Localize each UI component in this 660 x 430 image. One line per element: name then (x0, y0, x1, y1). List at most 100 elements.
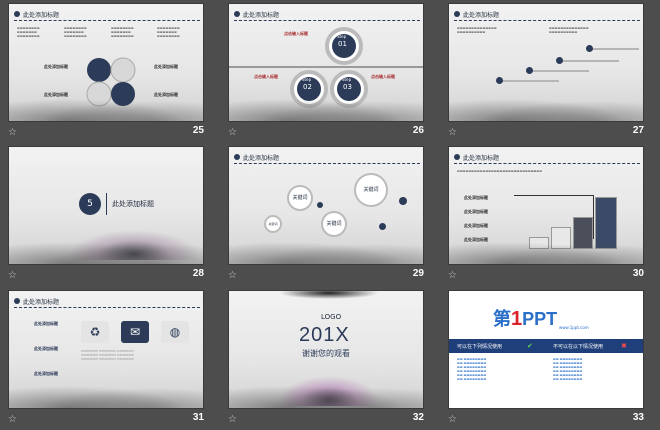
slide-26-step1-num: 01 (338, 40, 347, 48)
slide-27-step-dot-4 (496, 77, 503, 84)
slide-31-header: 此处添加标题 (14, 297, 200, 309)
slide-thumb-29[interactable]: 此处添加标题 关键词 关键词 关键词 关键词 ☆ 29 (220, 143, 432, 283)
slide-31-title: 此处添加标题 (23, 299, 60, 306)
slide-30-label-2: 此处添加标题 (464, 209, 488, 214)
slide-thumb-33[interactable]: 第1PPT www.1ppt.com 可以在下列情况使用 ✔ 不可以在以下情况使… (440, 287, 652, 427)
slide-28-number: 28 (192, 268, 204, 279)
slide-33-check-icon: ✔ (527, 342, 533, 350)
slide-32-ink-mist (229, 382, 423, 408)
slide-29-keyword-circle-4: 关键词 (264, 215, 282, 233)
slide-28-section-title: 此处添加标题 (112, 200, 154, 208)
slide-33-cross-icon: ✖ (621, 342, 627, 350)
slide-27-text-2: ▬▬▬▬▬▬▬▬▬▬▬▬▬▬ ▬▬▬▬▬▬▬▬▬▬ (549, 26, 589, 34)
slide-thumb-31[interactable]: 此处添加标题 此处添加标题 此处添加标题 此处添加标题 ♻ ✉ ◍ ▭▭▭▭▭▭… (0, 287, 212, 427)
slide-27-step-dot-2 (556, 57, 563, 64)
slide-26-header: 此处添加标题 (234, 10, 420, 22)
slide-thumb-27[interactable]: 此处添加标题 ▬▬▬▬▬▬▬▬▬▬▬▬▬▬ ▬▬▬▬▬▬▬▬▬▬ ▬▬▬▬▬▬▬▬… (440, 0, 652, 140)
slide-32-number: 32 (412, 412, 424, 423)
slide-26-canvas: 此处添加标题 Step 01 Step 02 Step 03 点击输入标题 点击… (228, 3, 424, 122)
slide-31-number: 31 (192, 412, 204, 423)
slide-27-ink-mist (449, 95, 643, 121)
slide-27-step-dot-3 (526, 67, 533, 74)
slide-26-step3-num: 03 (343, 83, 352, 91)
slide-27-step-bar-3 (529, 70, 589, 72)
slide-28-divider (106, 193, 107, 215)
slide-32-year: 201X (299, 324, 350, 346)
slide-25-text-2: ▬▬▬▬▬▬▬▬ ▬▬▬▬▬▬▬ ▬▬▬▬▬▬▬▬ (64, 26, 87, 38)
slide-30-connector (514, 195, 594, 239)
slide-26-title: 此处添加标题 (243, 12, 280, 19)
slide-31-label-3: 此处添加标题 (34, 371, 58, 376)
slide-33-canvas: 第1PPT www.1ppt.com 可以在下列情况使用 ✔ 不可以在以下情况使… (448, 290, 644, 409)
slide-29-dot-3 (379, 223, 386, 230)
slide-30-canvas: 此处添加标题 ▬▬▬▬▬▬▬▬▬▬▬▬▬▬▬▬▬▬▬▬▬▬▬▬▬▬▬▬▬▬ 此处… (448, 146, 644, 265)
slide-33-right-list: ▬▬ ▬▬▬▬▬▬▬▬ ▬▬ ▬▬▬▬▬▬▬▬ ▬▬ ▬▬▬▬▬▬▬▬ ▬▬ ▬▬▬▬… (553, 357, 583, 381)
slide-31-ink-mist (9, 382, 203, 408)
slide-30-label-3: 此处添加标题 (464, 223, 488, 228)
slide-26-step1-word: Step (337, 34, 347, 39)
slide-31-star-icon[interactable]: ☆ (8, 414, 17, 425)
slide-25-label-1: 此处添加标题 (44, 64, 68, 69)
slide-30-number: 30 (632, 268, 644, 279)
slide-33-star-icon[interactable]: ☆ (448, 414, 457, 425)
slide-25-number: 25 (192, 125, 204, 136)
slide-29-title: 此处添加标题 (243, 155, 280, 162)
slide-33-left-heading: 可以在下列情况使用 (457, 344, 503, 350)
slide-31-canvas: 此处添加标题 此处添加标题 此处添加标题 此处添加标题 ♻ ✉ ◍ ▭▭▭▭▭▭… (8, 290, 204, 409)
slide-29-keyword-circle-1: 关键词 (354, 173, 388, 207)
slide-25-title: 此处添加标题 (23, 12, 60, 19)
slide-26-star-icon[interactable]: ☆ (228, 127, 237, 138)
slide-26-label-2: 点击输入标题 (254, 74, 278, 79)
slide-32-ink-stroke (279, 291, 379, 299)
slide-thumb-28[interactable]: 5 此处添加标题 ☆ 28 (0, 143, 212, 283)
slide-30-text: ▬▬▬▬▬▬▬▬▬▬▬▬▬▬▬▬▬▬▬▬▬▬▬▬▬▬▬▬▬▬ (457, 169, 543, 173)
slide-26-number: 26 (412, 125, 424, 136)
slide-28-star-icon[interactable]: ☆ (8, 270, 17, 281)
slide-28-ink-mist (9, 238, 203, 264)
slide-thumb-25[interactable]: 此处添加标题 ▬▬▬▬▬▬▬▬ ▬▬▬▬▬▬▬ ▬▬▬▬▬▬▬▬ ▬▬▬▬▬▬▬▬ ▬… (0, 0, 212, 140)
slide-25-text-1: ▬▬▬▬▬▬▬▬ ▬▬▬▬▬▬▬ ▬▬▬▬▬▬▬▬ (17, 26, 40, 38)
slide-26-label-3: 点击输入标题 (371, 74, 395, 79)
slide-30-title: 此处添加标题 (463, 155, 500, 162)
slide-27-title: 此处添加标题 (463, 12, 500, 19)
slide-32-star-icon[interactable]: ☆ (228, 414, 237, 425)
slide-29-ink-mist (229, 238, 423, 264)
slide-25-canvas: 此处添加标题 ▬▬▬▬▬▬▬▬ ▬▬▬▬▬▬▬ ▬▬▬▬▬▬▬▬ ▬▬▬▬▬▬▬▬ ▬… (8, 3, 204, 122)
slide-29-header: 此处添加标题 (234, 153, 420, 165)
slide-30-ink-mist (449, 238, 643, 264)
slide-27-star-icon[interactable]: ☆ (448, 127, 457, 138)
slide-31-label-2: 此处添加标题 (34, 346, 58, 351)
slide-27-step-dot-1 (586, 45, 593, 52)
slide-27-header: 此处添加标题 (454, 10, 640, 22)
slide-thumb-26[interactable]: 此处添加标题 Step 01 Step 02 Step 03 点击输入标题 点击… (220, 0, 432, 140)
slide-27-canvas: 此处添加标题 ▬▬▬▬▬▬▬▬▬▬▬▬▬▬ ▬▬▬▬▬▬▬▬▬▬ ▬▬▬▬▬▬▬▬… (448, 3, 644, 122)
slide-33-left-list: ▬▬ ▬▬▬▬▬▬▬▬ ▬▬ ▬▬▬▬▬▬▬▬ ▬▬ ▬▬▬▬▬▬▬▬ ▬▬ ▬▬▬▬… (457, 357, 487, 381)
slide-33-right-heading: 不可以在以下情况使用 (553, 344, 604, 350)
slide-27-step-bar-2 (559, 60, 619, 62)
slide-29-dot-2 (317, 202, 323, 208)
slide-25-label-2: 此处添加标题 (44, 92, 68, 98)
slide-29-number: 29 (412, 268, 424, 279)
slide-32-thanks: 谢谢您的观看 (302, 349, 350, 358)
slide-25-label-3: 此处添加标题 (154, 64, 178, 69)
slide-31-recycle-icon: ♻ (81, 321, 109, 343)
slide-32-logo: LOGO (321, 313, 342, 321)
slide-27-step-bar-1 (589, 48, 639, 50)
slide-thumb-30[interactable]: 此处添加标题 ▬▬▬▬▬▬▬▬▬▬▬▬▬▬▬▬▬▬▬▬▬▬▬▬▬▬▬▬▬▬ 此处… (440, 143, 652, 283)
slide-29-star-icon[interactable]: ☆ (228, 270, 237, 281)
slide-32-canvas: LOGO 201X 谢谢您的观看 (228, 290, 424, 409)
slide-thumb-32[interactable]: LOGO 201X 谢谢您的观看 ☆ 32 (220, 287, 432, 427)
slide-25-star-icon[interactable]: ☆ (8, 127, 17, 138)
slide-33-url: www.1ppt.com (559, 325, 589, 330)
slide-29-canvas: 此处添加标题 关键词 关键词 关键词 关键词 (228, 146, 424, 265)
slide-33-brand-num: 1 (511, 308, 523, 330)
slide-33-brand-logo: 第1PPT (493, 305, 557, 331)
slide-25-text-4: ▬▬▬▬▬▬▬▬ ▬▬▬▬▬▬▬ ▬▬▬▬▬▬▬▬ (157, 26, 180, 38)
slide-30-star-icon[interactable]: ☆ (448, 270, 457, 281)
slide-26-step1-circle (325, 27, 363, 65)
slide-30-header: 此处添加标题 (454, 153, 640, 165)
slide-25-header: 此处添加标题 (14, 10, 200, 22)
slide-31-globe-icon: ◍ (161, 321, 189, 343)
slide-27-step-bar-4 (499, 80, 559, 82)
slide-33-header-band (449, 339, 643, 353)
